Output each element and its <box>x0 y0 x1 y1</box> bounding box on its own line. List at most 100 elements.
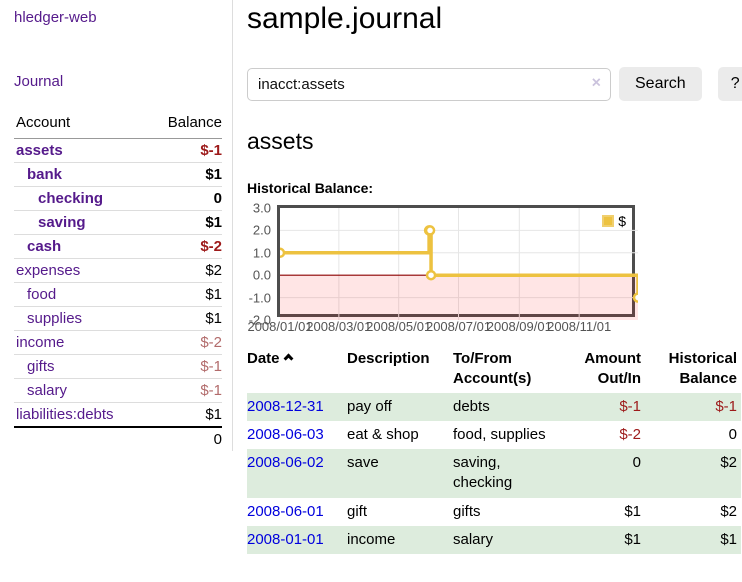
account-balance: $1 <box>146 306 222 331</box>
transaction-balance: 0 <box>728 425 737 443</box>
account-link-assets[interactable]: assets <box>16 142 63 159</box>
account-row: bank $1 <box>14 162 222 187</box>
account-balance: $1 <box>146 210 222 235</box>
transaction-date-link[interactable]: 2008-06-01 <box>247 502 324 520</box>
transaction-balance: $2 <box>720 454 737 471</box>
register-table: Date Description To/From Account(s) Amou… <box>247 347 741 554</box>
account-row: expenses $2 <box>14 258 222 283</box>
chart-section-label: Historical Balance: <box>247 180 374 196</box>
account-row: liabilities:debts $1 <box>14 402 222 427</box>
account-balance: $-2 <box>146 234 222 259</box>
accounts-total-spacer <box>14 426 147 451</box>
register-row: 2008-01-01 income salary $1 $1 <box>247 525 741 554</box>
clear-search-icon[interactable]: × <box>591 74 601 92</box>
x-tick-label: 2008/01/01 <box>247 319 313 334</box>
account-link-expenses[interactable]: expenses <box>14 258 147 283</box>
register-row: 2008-12-31 pay off debts $-1 $-1 <box>247 392 741 421</box>
legend-swatch-icon <box>602 215 615 227</box>
account-heading: assets <box>247 128 314 154</box>
account-balance: 0 <box>146 186 222 211</box>
account-balance: $1 <box>146 402 222 427</box>
y-tick-label: 3.0 <box>252 200 271 216</box>
chart-x-axis-labels: 2008/01/01 2008/03/01 2008/05/01 2008/07/01… <box>247 317 638 334</box>
account-row: income $-2 <box>14 330 222 355</box>
account-row: salary $-1 <box>14 378 222 403</box>
accounts-total-value: 0 <box>146 426 222 451</box>
x-tick-label: 2008/09/01 <box>486 319 552 334</box>
transaction-balance: $2 <box>720 502 737 520</box>
account-balance: $-1 <box>200 142 222 159</box>
x-tick-label: 2008/07/01 <box>425 319 492 334</box>
account-link-food[interactable]: food <box>14 282 147 307</box>
y-tick-label: 1.0 <box>252 245 271 261</box>
page-title: sample.journal <box>247 2 443 35</box>
transaction-description: gift <box>347 502 368 520</box>
transaction-accounts: debts <box>453 397 490 415</box>
app-title-link[interactable]: hledger-web <box>14 9 97 26</box>
account-row: assets $-1 <box>14 139 222 163</box>
transaction-accounts: salary <box>453 530 494 548</box>
account-balance: $-2 <box>146 330 222 355</box>
chart-legend: $ <box>600 212 628 230</box>
register-row: 2008-06-02 save saving, checking 0 $2 <box>247 449 741 498</box>
transaction-balance: $-1 <box>715 397 737 415</box>
sort-ascending-icon <box>283 353 293 364</box>
account-link-bank[interactable]: bank <box>14 162 147 187</box>
transaction-amount: $1 <box>624 502 641 520</box>
account-link-liabilities-debts[interactable]: liabilities:debts <box>14 402 147 427</box>
account-row: gifts $-1 <box>14 354 222 379</box>
account-link-supplies[interactable]: supplies <box>14 306 147 331</box>
transaction-description: eat & shop <box>347 425 419 443</box>
sidebar-item-journal[interactable]: Journal <box>14 73 64 90</box>
register-header-date[interactable]: Date <box>247 347 347 393</box>
legend-label: $ <box>618 213 626 229</box>
accounts-header-balance: Balance <box>146 110 222 139</box>
chart-canvas <box>280 208 638 320</box>
account-link-gifts[interactable]: gifts <box>14 354 147 379</box>
transaction-description: income <box>347 530 396 548</box>
search-input[interactable] <box>247 67 611 101</box>
account-balance: $1 <box>146 162 222 187</box>
transaction-accounts: saving, checking <box>453 454 513 492</box>
transaction-balance: $1 <box>720 530 737 548</box>
transaction-date-link[interactable]: 2008-01-01 <box>247 530 324 548</box>
account-link-checking[interactable]: checking <box>14 186 147 211</box>
transaction-description: pay off <box>347 397 392 415</box>
account-row: cash $-2 <box>14 234 222 259</box>
transaction-amount: $1 <box>624 530 641 548</box>
account-link-saving[interactable]: saving <box>14 210 147 235</box>
account-link-income[interactable]: income <box>14 330 147 355</box>
register-header-balance: Historical Balance <box>668 350 737 388</box>
y-tick-label: 0.0 <box>252 267 271 283</box>
search-button[interactable]: Search <box>619 67 702 101</box>
register-row: 2008-06-03 eat & shop food, supplies $-2… <box>247 421 741 449</box>
account-balance: $-1 <box>146 354 222 379</box>
transaction-date-link[interactable]: 2008-06-02 <box>247 454 324 471</box>
transaction-amount: 0 <box>632 454 641 471</box>
account-row: checking 0 <box>14 186 222 211</box>
account-row: saving $1 <box>14 210 222 235</box>
transaction-accounts: gifts <box>453 502 481 520</box>
y-tick-label: -1.0 <box>248 290 271 306</box>
account-link-cash[interactable]: cash <box>14 234 147 259</box>
x-tick-label: 2008/11/01 <box>547 319 612 334</box>
y-tick-label: -2.0 <box>248 312 271 328</box>
account-row: supplies $1 <box>14 306 222 331</box>
search-box: × <box>247 67 611 101</box>
transaction-date-link[interactable]: 2008-12-31 <box>247 397 324 415</box>
account-row: food $1 <box>14 282 222 307</box>
main-content: sample.journal × Search ? assets Histori… <box>247 0 742 554</box>
help-button[interactable]: ? <box>717 67 742 101</box>
register-header-accounts: To/From Account(s) <box>453 350 532 388</box>
transaction-amount: $-1 <box>619 397 641 415</box>
transaction-date-link[interactable]: 2008-06-03 <box>247 425 324 443</box>
transaction-description: save <box>347 454 379 471</box>
account-balance: $-1 <box>146 378 222 403</box>
register-header-description: Description <box>347 350 430 367</box>
accounts-total-row: 0 <box>14 426 222 451</box>
accounts-header-account: Account <box>14 110 147 139</box>
sidebar: hledger-web Journal Account Balance asse… <box>0 0 233 451</box>
account-link-salary[interactable]: salary <box>14 378 147 403</box>
transaction-accounts: food, supplies <box>453 425 546 443</box>
register-row: 2008-06-01 gift gifts $1 $2 <box>247 498 741 526</box>
